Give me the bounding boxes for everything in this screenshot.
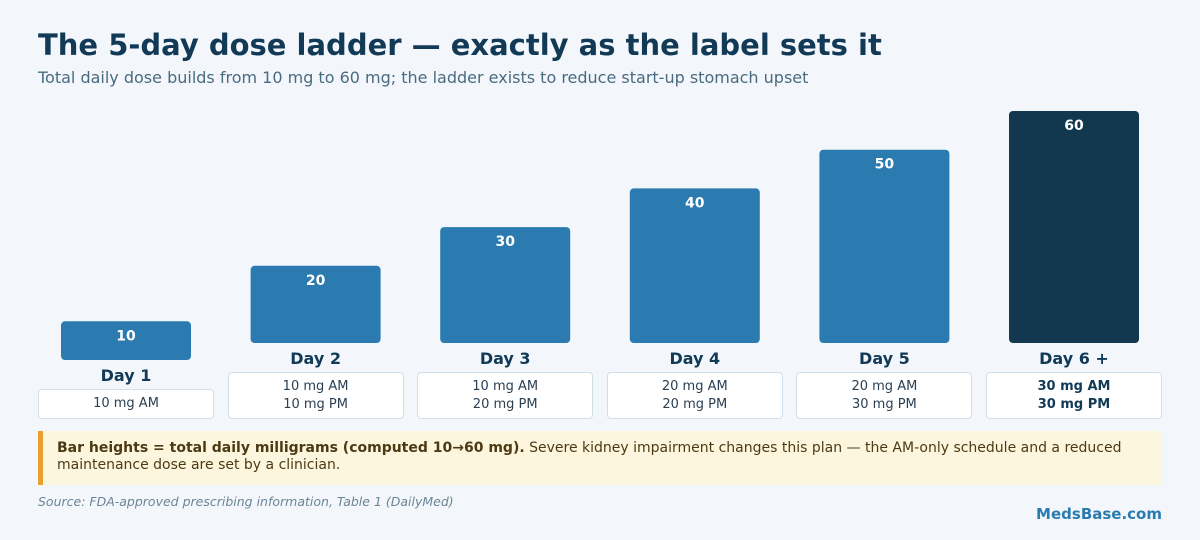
dose-line: 20 mg AM (851, 378, 918, 394)
dose-schedule-box: 10 mg AM (38, 389, 214, 419)
dose-schedule-box: 20 mg AM 20 mg PM (606, 372, 783, 419)
bar-value-label: 20 (306, 273, 326, 289)
bar-value-label: 30 (495, 234, 515, 250)
dose-line: 10 mg AM (472, 378, 539, 394)
chart-title: The 5-day dose ladder — exactly as the l… (38, 28, 882, 62)
dose-line: 20 mg AM (661, 378, 728, 394)
brand-logo[interactable]: MedsBase.com (1036, 505, 1162, 523)
note-bold-text: Bar heights = total daily milligrams (co… (57, 440, 525, 456)
bar-6 (1009, 111, 1139, 343)
day-label: Day 5 (859, 349, 910, 368)
kidney-note: Bar heights = total daily milligrams (co… (38, 431, 1162, 485)
bar-value-label: 40 (685, 195, 705, 211)
dose-line: 30 mg PM (1037, 396, 1111, 412)
chart-subtitle: Total daily dose builds from 10 mg to 60… (38, 68, 809, 87)
dose-line: 10 mg PM (283, 396, 348, 412)
day-label: Day 3 (479, 349, 531, 368)
bar-1 (61, 321, 191, 360)
dose-schedule-box: 10 mg AM 10 mg PM (227, 372, 404, 419)
dose-schedule-box: 20 mg AM 30 mg PM (796, 372, 973, 419)
dose-line: 20 mg PM (472, 396, 538, 412)
day-label: Day 6 + (1039, 349, 1109, 368)
day-label: Day 1 (100, 366, 152, 385)
bar-5 (819, 149, 950, 343)
dose-line: 30 mg PM (852, 396, 917, 412)
bar-3 (440, 227, 571, 343)
bar-value-label: 10 (116, 328, 136, 344)
day-label: Day 2 (290, 349, 341, 368)
note-text: Severe kidney impairment changes this pl… (57, 440, 1122, 473)
dose-schedule-box: 30 mg AM 30 mg PM (986, 372, 1162, 419)
dose-line: 20 mg PM (662, 396, 728, 412)
dose-schedule-box: 10 mg AM 20 mg PM (417, 372, 594, 419)
bar-value-label: 60 (1064, 118, 1084, 134)
dose-line: 10 mg AM (282, 378, 349, 394)
source-citation: Source: FDA-approved prescribing informa… (38, 494, 454, 509)
dose-line: 10 mg AM (93, 396, 159, 411)
dose-line: 30 mg AM (1037, 378, 1111, 394)
day-label: Day 4 (669, 349, 721, 368)
bar-2 (250, 265, 381, 343)
bar-value-label: 50 (875, 157, 895, 173)
bar-4 (629, 188, 760, 343)
